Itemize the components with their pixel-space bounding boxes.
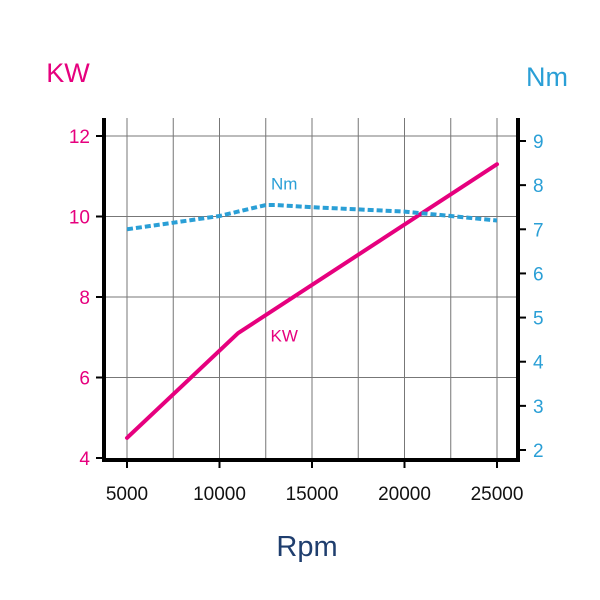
right-tick-label: 9 xyxy=(533,132,544,153)
left-tick-label: 10 xyxy=(69,208,90,229)
left-axis-title: KW xyxy=(46,58,90,88)
right-tick-label: 3 xyxy=(533,397,544,418)
left-tick-label: 6 xyxy=(79,369,90,390)
right-tick-label: 4 xyxy=(533,353,544,374)
left-tick-label: 12 xyxy=(69,127,90,148)
right-tick-label: 8 xyxy=(533,176,544,197)
series-line-nm xyxy=(126,203,498,232)
right-axis-title: Nm xyxy=(526,62,568,92)
x-tick-label: 10000 xyxy=(193,484,246,505)
right-tick-label: 5 xyxy=(533,309,544,330)
left-tick-label: 8 xyxy=(79,288,90,309)
tick-labels: 4 6 8 10 12 2 3 4 5 6 7 8 9 5000 10000 15000 20000 25000 xyxy=(69,127,544,505)
series-labels: KW Nm xyxy=(271,175,298,346)
x-tick-label: 25000 xyxy=(471,484,524,505)
series-lines xyxy=(125,162,499,440)
x-tick-label: 20000 xyxy=(378,484,431,505)
right-tick-label: 2 xyxy=(533,441,544,462)
grid xyxy=(104,118,518,460)
axes xyxy=(96,118,526,468)
left-tick-label: 4 xyxy=(79,449,90,470)
series-label-nm: Nm xyxy=(271,175,297,194)
x-tick-label: 15000 xyxy=(286,484,339,505)
right-tick-label: 7 xyxy=(533,220,544,241)
x-axis-title: Rpm xyxy=(276,531,337,563)
x-tick-label: 5000 xyxy=(106,484,148,505)
right-tick-label: 6 xyxy=(533,264,544,285)
series-line-kw xyxy=(125,162,499,440)
series-label-kw: KW xyxy=(271,326,298,345)
